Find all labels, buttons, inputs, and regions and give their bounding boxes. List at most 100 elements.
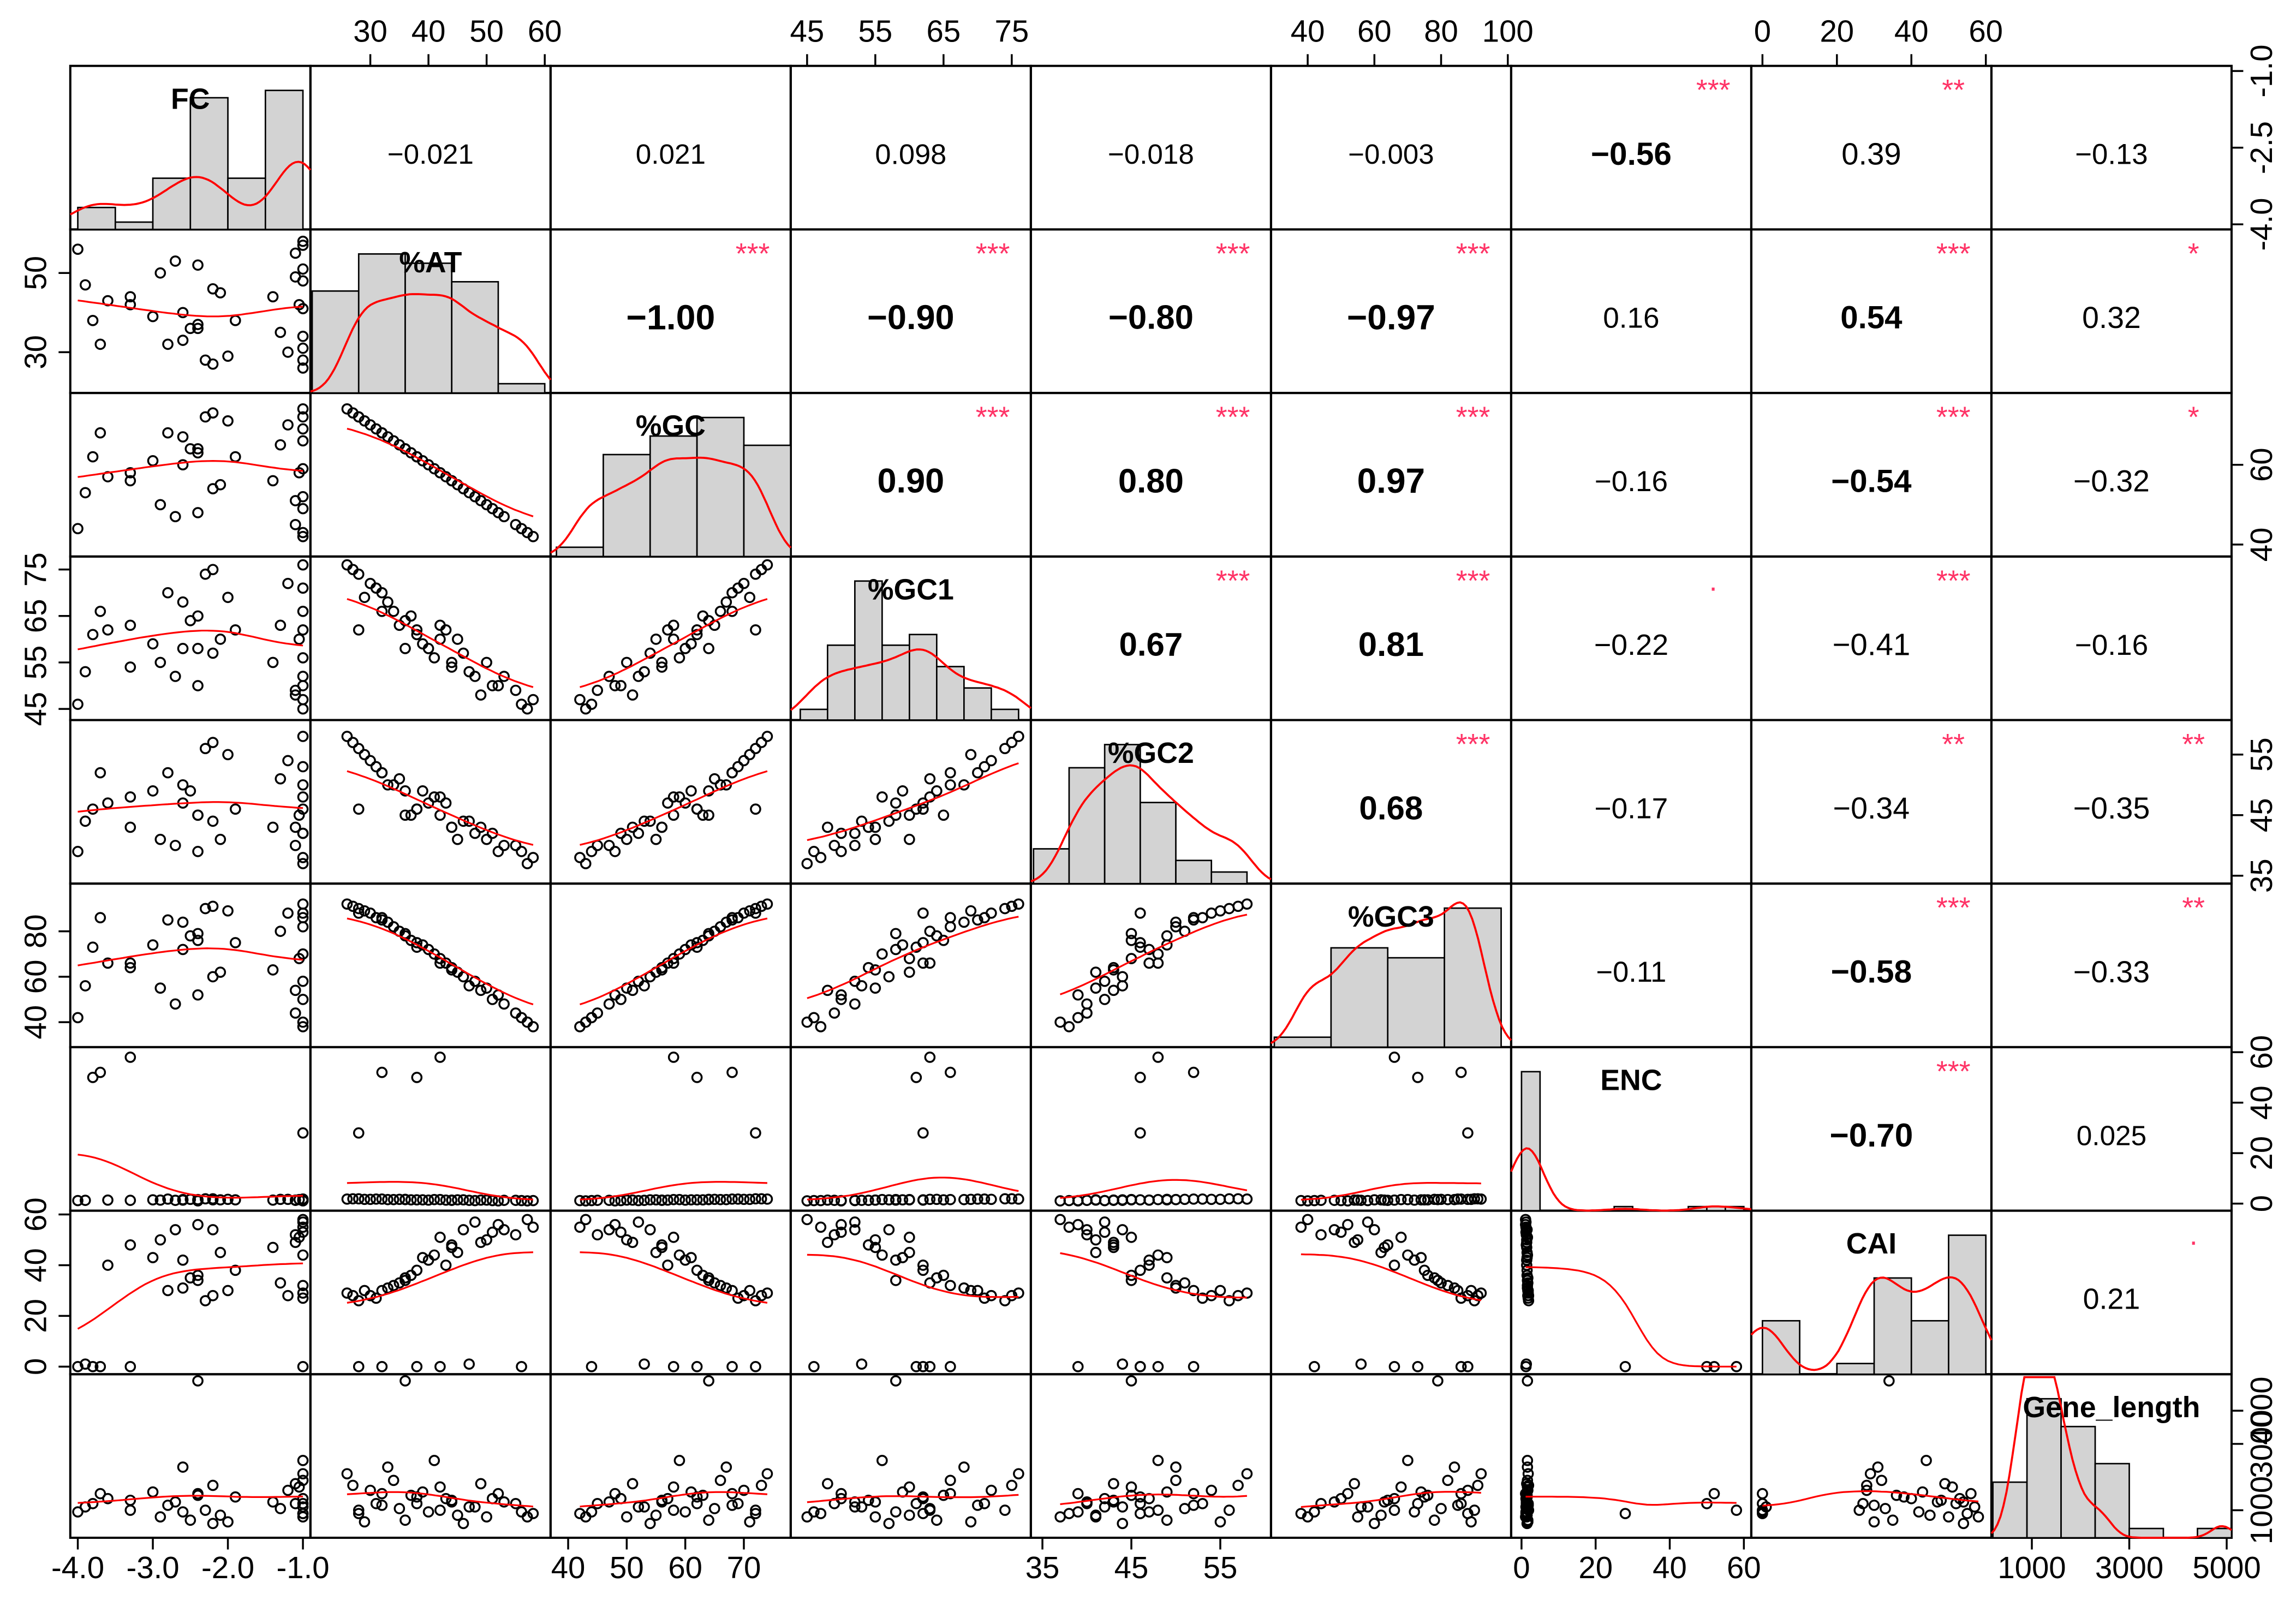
scatter-point (359, 592, 371, 604)
scatter-point (627, 1237, 639, 1248)
scatter-point (958, 1193, 970, 1205)
scatter-point (297, 907, 309, 919)
y-tick-label: 75 (19, 552, 53, 587)
scatter-point (79, 980, 91, 992)
scatter-point (673, 948, 685, 960)
correlation-label: 0.54 (1840, 300, 1903, 336)
scatter-point (869, 833, 881, 845)
scatter-point (297, 1468, 309, 1479)
scatter-point (917, 1259, 929, 1271)
scatter-point (289, 1478, 301, 1490)
scatter-point (603, 671, 615, 682)
scatter-point (282, 347, 294, 358)
scatter-point (836, 1226, 847, 1238)
panel-frame (309, 1373, 552, 1539)
scatter-point (924, 1052, 936, 1063)
scatter-point (639, 980, 650, 992)
scatter-point (199, 1295, 211, 1306)
scatter-point (207, 900, 219, 912)
histogram-bar (2128, 1527, 2164, 1539)
scatter-point (1054, 1511, 1066, 1523)
scatter-point (1432, 1275, 1444, 1286)
scatter-point (365, 1484, 376, 1496)
scatter-point (289, 689, 301, 701)
scatter-point (192, 934, 204, 946)
histogram-bar (189, 97, 229, 230)
correlation-label: −0.018 (1108, 139, 1194, 170)
scatter-point (341, 1287, 353, 1299)
scatter-point (446, 661, 458, 673)
histogram-bar (227, 177, 266, 230)
scatter-point (1143, 1506, 1155, 1518)
significance-stars: *** (1936, 237, 1971, 270)
scatter-point (469, 1501, 481, 1513)
histogram-bar (909, 634, 938, 721)
scatter-point (815, 1195, 827, 1207)
scatter-point (1152, 957, 1164, 969)
x-tick-label: 0 (1754, 14, 1771, 49)
scatter-point (1402, 1249, 1414, 1261)
scatter-point (387, 1474, 399, 1486)
scatter-point (924, 791, 936, 803)
scatter-point (169, 839, 181, 851)
scatter-point (924, 957, 936, 969)
scatter-point (815, 1021, 827, 1032)
scatter-point (452, 1246, 463, 1258)
scatter-point (275, 326, 287, 338)
scatter-point (393, 1193, 405, 1205)
scatter-point (347, 737, 359, 748)
scatter-point (214, 479, 226, 491)
correlation-label: 0.025 (2077, 1120, 2146, 1151)
scatter-point (353, 1361, 365, 1372)
scatter-point (876, 1455, 888, 1466)
scatter-point (102, 957, 114, 969)
scatter-point (353, 907, 365, 919)
scatter-point (673, 652, 685, 664)
scatter-point (703, 1375, 714, 1387)
scatter-point (521, 858, 533, 869)
scatter-point (510, 1195, 522, 1206)
panel-frame (789, 882, 1032, 1048)
scatter-point (673, 1249, 685, 1261)
scatter-point (297, 1226, 309, 1238)
scatter-point (124, 1195, 136, 1206)
scatter-point (1757, 1488, 1768, 1500)
scatter-point (87, 1072, 99, 1083)
scatter-point (639, 666, 650, 678)
scatter-point (726, 1488, 738, 1500)
scatter-point (703, 1275, 714, 1286)
scatter-point (102, 1492, 114, 1504)
scatter-point (945, 1066, 956, 1078)
significance-stars: *** (1936, 564, 1971, 597)
scatter-point (214, 634, 226, 645)
scatter-point (603, 1496, 615, 1508)
scatter-point (457, 1224, 469, 1235)
scatter-point (463, 1358, 475, 1370)
panel-frame (69, 1209, 312, 1376)
scatter-point (1876, 1474, 1887, 1486)
scatter-point (849, 1224, 861, 1235)
scatter-point (691, 1361, 703, 1372)
scatter-point (382, 1282, 393, 1294)
scatter-point (1054, 1214, 1066, 1226)
scatter-point (755, 737, 767, 748)
scatter-point (732, 761, 744, 773)
scatter-point (411, 1498, 423, 1509)
scatter-point (697, 1194, 709, 1206)
scatter-point (72, 698, 84, 710)
scatter-point (177, 1193, 189, 1205)
scatter-point (405, 809, 417, 821)
scatter-point (644, 1194, 656, 1206)
scatter-point (1143, 1259, 1155, 1271)
scatter-point (691, 624, 703, 636)
scatter-point (1134, 1498, 1146, 1509)
scatter-point (958, 1461, 970, 1473)
variable-name: ENC (1600, 1064, 1662, 1096)
scatter-point (1375, 1509, 1387, 1521)
scatter-point (457, 1194, 469, 1206)
scatter-point (297, 527, 309, 539)
scatter-point (924, 1361, 936, 1372)
scatter-point (691, 1498, 703, 1509)
scatter-point (1308, 1361, 1320, 1372)
scatter-point (869, 964, 881, 976)
